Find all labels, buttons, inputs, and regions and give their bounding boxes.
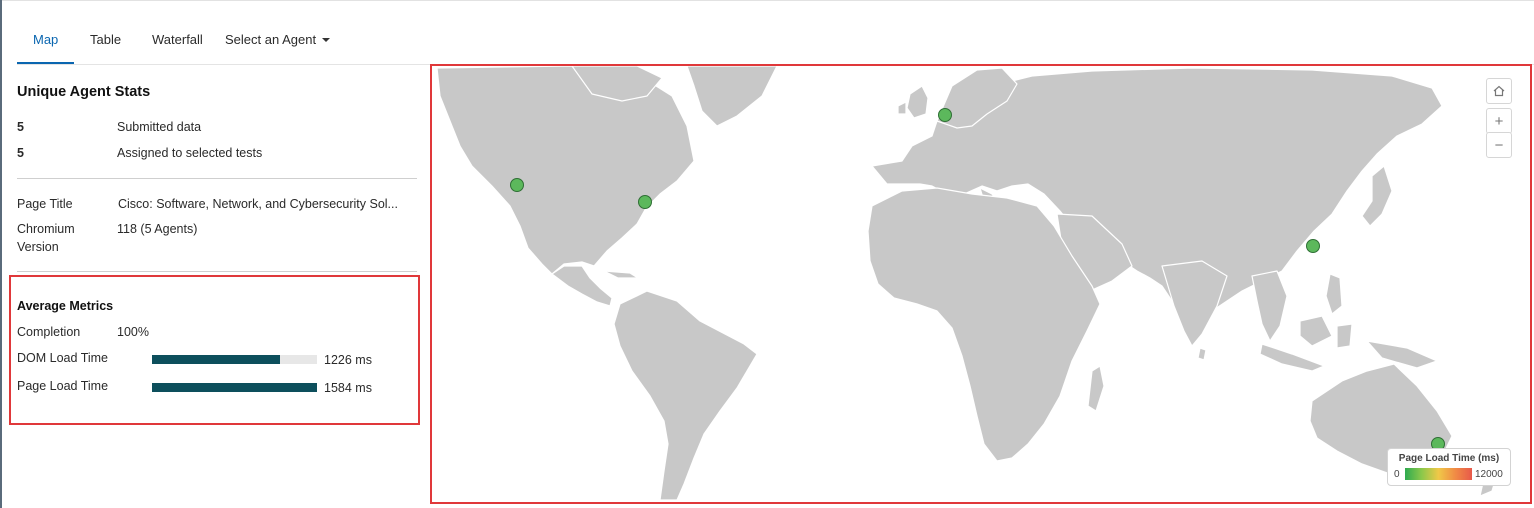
tab-table[interactable]: Table bbox=[90, 32, 122, 47]
world-map[interactable]: + − Page Load Time (ms) 0 12000 bbox=[430, 64, 1532, 504]
select-agent-label: Select an Agent bbox=[225, 32, 317, 47]
map-legend: Page Load Time (ms) 0 12000 bbox=[1387, 448, 1511, 486]
home-icon-glyph bbox=[1493, 85, 1505, 97]
average-metrics-title: Average Metrics bbox=[17, 299, 114, 313]
average-metrics-highlight bbox=[9, 275, 420, 425]
dom-load-label: DOM Load Time bbox=[17, 351, 109, 365]
agent-stats-title: Unique Agent Stats bbox=[17, 84, 151, 100]
top-divider bbox=[0, 0, 1534, 1]
caret-down-icon bbox=[322, 37, 331, 42]
zoom-in-icon[interactable]: + bbox=[1486, 108, 1512, 134]
select-agent-dropdown[interactable]: Select an Agent bbox=[225, 32, 331, 47]
dom-load-value: 1226 ms bbox=[324, 353, 372, 367]
completion-label: Completion bbox=[17, 325, 81, 339]
page-load-bar bbox=[152, 383, 317, 392]
tab-waterfall[interactable]: Waterfall bbox=[152, 32, 203, 47]
tab-map[interactable]: Map bbox=[33, 32, 59, 47]
home-icon[interactable] bbox=[1486, 78, 1512, 104]
dom-load-bar-fill bbox=[152, 355, 280, 364]
agent-marker[interactable] bbox=[1306, 239, 1320, 253]
chromium-label: Chromium bbox=[17, 222, 75, 236]
assigned-label: Assigned to selected tests bbox=[117, 146, 263, 160]
chromium-version-value: 118 (5 Agents) bbox=[117, 222, 198, 236]
legend-min: 0 bbox=[1394, 469, 1400, 480]
submitted-label: Submitted data bbox=[117, 120, 202, 134]
page-load-label: Page Load Time bbox=[17, 379, 109, 393]
page-title-label: Page Title bbox=[17, 197, 73, 211]
legend-max: 12000 bbox=[1475, 469, 1503, 480]
completion-value: 100% bbox=[117, 325, 149, 339]
divider bbox=[17, 178, 417, 179]
assigned-count: 5 bbox=[17, 146, 24, 160]
page-load-value: 1584 ms bbox=[324, 381, 372, 395]
dom-load-bar bbox=[152, 355, 317, 364]
divider bbox=[17, 271, 417, 272]
window-edge bbox=[0, 0, 2, 508]
agent-marker[interactable] bbox=[938, 108, 952, 122]
world-map-land bbox=[436, 66, 1499, 501]
agent-marker[interactable] bbox=[638, 195, 652, 209]
submitted-count: 5 bbox=[17, 120, 24, 134]
active-tab-indicator bbox=[17, 62, 74, 65]
legend-title: Page Load Time (ms) bbox=[1398, 453, 1500, 464]
zoom-out-icon[interactable]: − bbox=[1486, 132, 1512, 158]
page-load-bar-fill bbox=[152, 383, 317, 392]
chromium-label-line2: Version bbox=[17, 240, 59, 254]
agent-marker[interactable] bbox=[510, 178, 524, 192]
page-title-value: Cisco: Software, Network, and Cybersecur… bbox=[118, 197, 398, 211]
legend-gradient bbox=[1405, 468, 1472, 480]
